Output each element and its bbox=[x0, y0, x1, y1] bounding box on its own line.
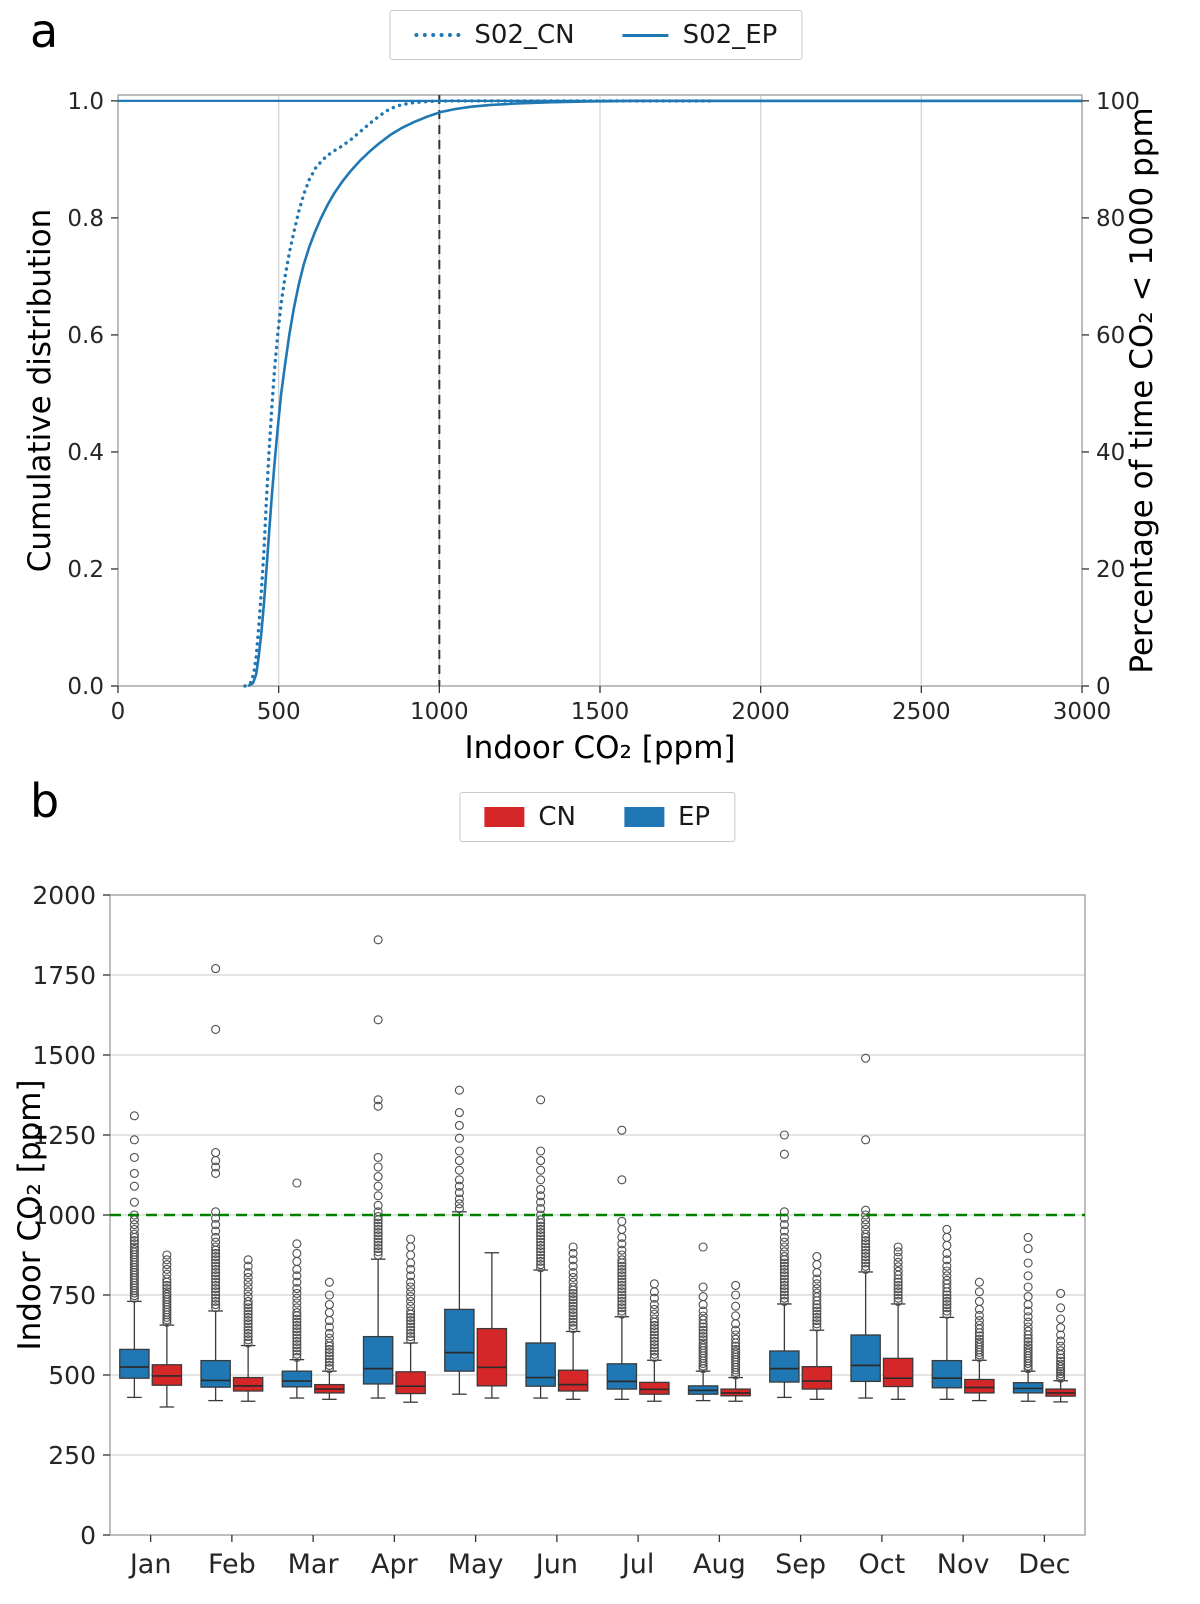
svg-text:Jul: Jul bbox=[620, 1549, 655, 1580]
cdf-chart: 0 500 1000 1500 2000 2500 30000.00.20.40.60.81… bbox=[22, 89, 1160, 766]
svg-text:Percentage of time CO₂ < 1000: Percentage of time CO₂ < 1000 ppm bbox=[1124, 107, 1160, 673]
box-Jan-CN bbox=[151, 1250, 183, 1408]
panel-b: b CN EP 0 250 500 750 1000 1250 1500 1750 2000 Ja… bbox=[0, 770, 1200, 1604]
svg-text:0.4: 0.4 bbox=[67, 440, 104, 466]
legend-item-cn: CN bbox=[484, 802, 576, 832]
solid-line-icon bbox=[622, 33, 669, 37]
svg-text:1000: 1000 bbox=[410, 699, 469, 725]
box-Feb-EP bbox=[200, 964, 231, 1402]
svg-text:Sep: Sep bbox=[775, 1549, 826, 1580]
legend-label-cn: CN bbox=[538, 802, 576, 832]
svg-text:0: 0 bbox=[80, 1521, 96, 1550]
box-Jun-CN bbox=[557, 1242, 589, 1400]
svg-text:0.6: 0.6 bbox=[67, 323, 104, 349]
cn-color-swatch bbox=[484, 807, 525, 827]
svg-text:Jun: Jun bbox=[534, 1549, 578, 1580]
box-Mar-EP bbox=[281, 1178, 313, 1399]
dotted-line-icon bbox=[414, 33, 461, 37]
svg-text:0.0: 0.0 bbox=[67, 674, 104, 700]
box-Apr-EP bbox=[362, 935, 394, 1399]
box-Nov-CN bbox=[964, 1277, 995, 1402]
svg-text:May: May bbox=[448, 1549, 504, 1580]
svg-text:1250: 1250 bbox=[32, 1121, 96, 1150]
panel-b-legend: CN EP bbox=[459, 792, 736, 842]
boxplot-chart: 0 250 500 750 1000 1250 1500 1750 2000 Jan Feb Mar A… bbox=[12, 881, 1086, 1580]
box-Feb-CN bbox=[232, 1255, 264, 1402]
svg-text:Cumulative distribution: Cumulative distribution bbox=[22, 209, 58, 572]
panel-a: a S02_CN S02_EP 0 500 1000 1500 2000 2500 3000… bbox=[0, 0, 1200, 770]
svg-text:Feb: Feb bbox=[208, 1549, 256, 1580]
svg-text:0.2: 0.2 bbox=[67, 557, 104, 583]
svg-text:60: 60 bbox=[1096, 323, 1125, 349]
svg-text:Indoor CO₂ [ppm]: Indoor CO₂ [ppm] bbox=[12, 1079, 48, 1350]
box-Apr-CN bbox=[395, 1234, 426, 1403]
box-May-CN bbox=[476, 1252, 508, 1399]
panel-b-label: b bbox=[30, 774, 60, 828]
svg-text:3000: 3000 bbox=[1053, 699, 1112, 725]
box-Oct-EP bbox=[850, 1053, 881, 1399]
box-plot-area: 0 250 500 750 1000 1250 1500 1750 2000 Jan Feb Mar A… bbox=[12, 881, 1086, 1580]
svg-text:1.0: 1.0 bbox=[67, 89, 104, 115]
box-Sep-EP bbox=[769, 1130, 800, 1399]
svg-text:Oct: Oct bbox=[859, 1549, 906, 1580]
box-Jul-CN bbox=[639, 1279, 670, 1402]
svg-text:1500: 1500 bbox=[32, 1041, 96, 1070]
svg-text:500: 500 bbox=[257, 699, 301, 725]
svg-text:Nov: Nov bbox=[937, 1549, 990, 1580]
svg-text:40: 40 bbox=[1096, 440, 1125, 466]
legend-label-ep: EP bbox=[677, 802, 711, 832]
series-S02_CN bbox=[243, 99, 718, 688]
svg-text:Apr: Apr bbox=[371, 1549, 419, 1580]
legend-label-s02-cn: S02_CN bbox=[474, 20, 575, 50]
box-Mar-CN bbox=[314, 1277, 345, 1400]
legend-item-s02-ep: S02_EP bbox=[622, 20, 778, 50]
legend-label-s02-ep: S02_EP bbox=[682, 20, 778, 50]
box-May-EP bbox=[444, 1085, 475, 1395]
box-Nov-EP bbox=[931, 1224, 963, 1400]
svg-text:20: 20 bbox=[1096, 557, 1125, 583]
svg-text:2000: 2000 bbox=[32, 881, 96, 910]
legend-item-ep: EP bbox=[623, 802, 711, 832]
panel-a-legend: S02_CN S02_EP bbox=[389, 10, 803, 60]
svg-text:1000: 1000 bbox=[32, 1201, 96, 1230]
svg-text:Dec: Dec bbox=[1018, 1549, 1070, 1580]
svg-text:100: 100 bbox=[1096, 89, 1140, 115]
svg-text:Aug: Aug bbox=[693, 1549, 746, 1580]
svg-text:80: 80 bbox=[1096, 206, 1125, 232]
box-Jan-EP bbox=[119, 1111, 150, 1399]
svg-text:2500: 2500 bbox=[892, 699, 951, 725]
svg-text:2000: 2000 bbox=[731, 699, 790, 725]
box-Jun-EP bbox=[525, 1095, 556, 1399]
legend-item-s02-cn: S02_CN bbox=[414, 20, 575, 50]
series-S02_EP bbox=[247, 99, 1082, 688]
svg-text:1500: 1500 bbox=[571, 699, 630, 725]
svg-text:0: 0 bbox=[111, 699, 126, 725]
svg-text:750: 750 bbox=[48, 1281, 96, 1310]
svg-text:250: 250 bbox=[48, 1441, 96, 1470]
svg-text:500: 500 bbox=[48, 1361, 96, 1390]
box-Oct-CN bbox=[882, 1242, 914, 1400]
panel-a-label: a bbox=[30, 4, 59, 58]
svg-text:0.8: 0.8 bbox=[67, 206, 104, 232]
cdf-plot-area: 0 500 1000 1500 2000 2500 30000.00.20.40.60.81… bbox=[22, 89, 1160, 766]
svg-text:Indoor CO₂ [ppm]: Indoor CO₂ [ppm] bbox=[464, 730, 735, 766]
box-Aug-CN bbox=[720, 1280, 751, 1402]
ep-color-swatch bbox=[623, 807, 664, 827]
box-Dec-EP bbox=[1012, 1232, 1044, 1402]
svg-text:Mar: Mar bbox=[288, 1549, 340, 1580]
svg-text:1750: 1750 bbox=[32, 961, 96, 990]
box-Dec-CN bbox=[1045, 1288, 1076, 1403]
svg-text:0: 0 bbox=[1096, 674, 1111, 700]
box-Sep-CN bbox=[801, 1252, 833, 1400]
box-Jul-EP bbox=[606, 1125, 638, 1400]
box-Aug-EP bbox=[687, 1242, 719, 1402]
svg-text:Jan: Jan bbox=[128, 1549, 172, 1580]
